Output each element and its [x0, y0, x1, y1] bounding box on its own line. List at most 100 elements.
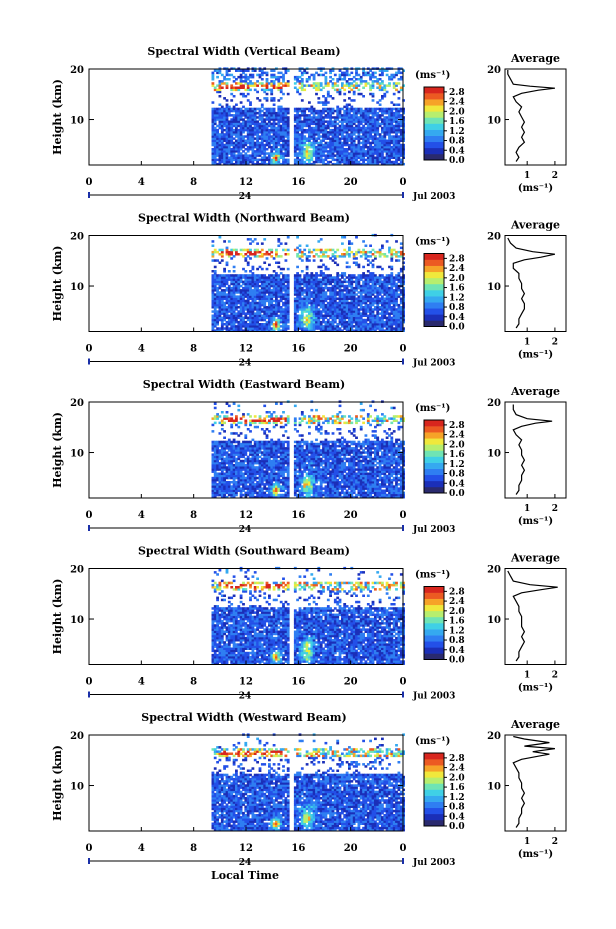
heatmap-cell [315, 111, 318, 115]
heatmap-cell [324, 80, 328, 83]
heatmap-cell [399, 137, 403, 140]
heatmap-cell [296, 318, 299, 322]
heatmap-cell [218, 158, 222, 162]
heatmap-cell [227, 145, 231, 149]
heatmap-cell [218, 80, 222, 83]
heatmap-cell [383, 107, 387, 111]
heatmap-cell [282, 323, 285, 326]
heatmap-cell [260, 126, 264, 130]
heatmap-cell [310, 143, 314, 147]
heatmap-cell [350, 107, 354, 111]
heatmap-cell [319, 297, 323, 300]
heatmap-cell [312, 73, 316, 77]
heatmap-cell [324, 75, 328, 79]
heatmap-cell [211, 156, 215, 159]
heatmap-cell [331, 78, 335, 81]
heatmap-cell [378, 86, 382, 89]
heatmap-cell [268, 141, 271, 145]
heatmap-cell [272, 278, 276, 281]
heatmap-cell [270, 278, 274, 281]
heatmap-cell [343, 323, 347, 326]
heatmap-cell [319, 306, 323, 309]
heatmap-cell [348, 274, 351, 277]
heatmap-cell [272, 75, 276, 79]
heatmap-cell [305, 84, 309, 87]
heatmap-cell [232, 158, 236, 162]
heatmap-cell [371, 86, 375, 89]
heatmap-cell [218, 303, 222, 307]
heatmap-cell [296, 265, 299, 269]
heatmap-cell [249, 143, 252, 147]
heatmap-cell [326, 116, 330, 119]
heatmap-cell [390, 265, 394, 269]
heatmap-cell [216, 124, 219, 128]
heatmap-cell [230, 329, 234, 332]
heatmap-cell [270, 329, 274, 332]
heatmap-cell [305, 329, 309, 332]
heatmap-cell [300, 308, 304, 311]
heatmap-cell [239, 126, 243, 130]
heatmap-cell [348, 124, 351, 128]
heatmap-cell [293, 141, 297, 145]
heatmap-cell [293, 274, 297, 277]
heatmap-cell [249, 75, 252, 79]
heatmap-cell [322, 263, 325, 267]
heatmap-cell [399, 86, 403, 89]
heatmap-cell [350, 150, 354, 153]
heatmap-cell [272, 148, 276, 151]
heatmap-cell [263, 306, 267, 309]
heatmap-cell [239, 320, 243, 324]
heatmap-cell [315, 137, 318, 140]
heatmap-cell [385, 141, 389, 145]
heatmap-cell [333, 154, 337, 157]
heatmap-cell [324, 327, 328, 330]
heatmap-cell [300, 318, 304, 322]
heatmap-cell [237, 323, 241, 326]
heatmap-cell [338, 320, 342, 324]
heatmap-cell [258, 150, 262, 153]
colorbar-unit: (ms⁻¹) [415, 237, 450, 248]
heatmap-cell [275, 114, 278, 117]
heatmap-cell [239, 92, 243, 96]
heatmap-cell [270, 145, 274, 149]
heatmap-cell [260, 293, 264, 296]
heatmap-cell [253, 255, 257, 258]
heatmap-cell [235, 126, 238, 130]
heatmap-cell [352, 312, 356, 315]
heatmap-cell [263, 318, 267, 322]
heatmap-cell [385, 73, 389, 77]
heatmap-cell [338, 152, 342, 155]
heatmap-cell [378, 124, 382, 128]
heatmap-cell [253, 299, 257, 303]
heatmap-cell [244, 148, 248, 151]
heatmap-cell [369, 289, 372, 292]
heatmap-cell [298, 255, 302, 258]
heatmap-cell [298, 69, 302, 72]
heatmap-cell [310, 158, 314, 162]
heatmap-cell [263, 88, 267, 92]
heatmap-cell [286, 310, 290, 313]
heatmap-cell [263, 133, 267, 136]
heatmap-cell [286, 276, 290, 279]
heatmap-cell [279, 320, 283, 324]
heatmap-cell [338, 303, 342, 307]
heatmap-cell [256, 293, 259, 296]
heatmap-cell [341, 126, 344, 130]
heatmap-cell [249, 308, 252, 311]
heatmap-cell [279, 314, 283, 317]
heatmap-cell [298, 75, 302, 79]
heatmap-cell [258, 278, 262, 281]
heatmap-cell [213, 122, 217, 126]
heatmap-cell [350, 141, 354, 145]
heatmap-cell [282, 92, 285, 96]
heatmap-cell [333, 128, 337, 132]
x-tick-label: 0 [400, 344, 407, 355]
heatmap-cell [282, 293, 285, 296]
heatmap-cell [282, 284, 285, 288]
heatmap-cell [308, 295, 311, 298]
heatmap-cell [293, 160, 297, 164]
heatmap-cell [242, 80, 245, 83]
heatmap-cell [338, 318, 342, 322]
heatmap-cell [303, 118, 307, 121]
heatmap-cell [293, 154, 297, 157]
